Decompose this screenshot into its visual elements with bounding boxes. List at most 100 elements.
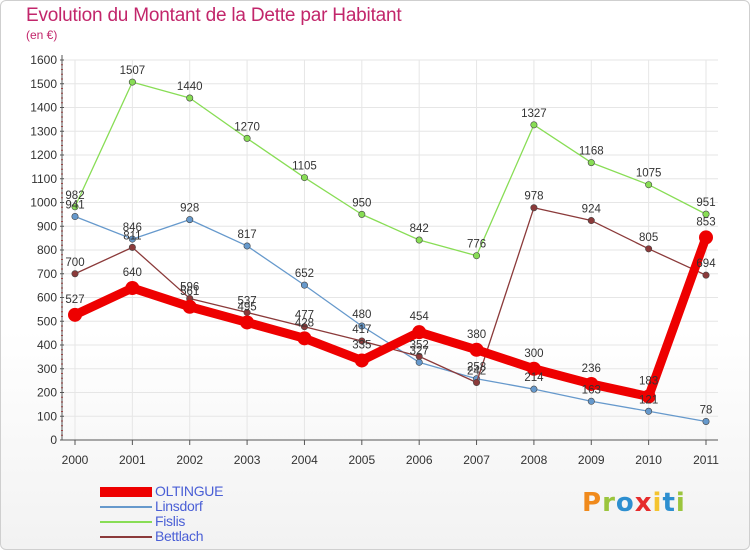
data-label-bettlach: 477 bbox=[295, 310, 314, 322]
y-tick-label: 800 bbox=[37, 243, 57, 257]
series-line-fislis bbox=[74, 81, 707, 257]
data-label-linsdorf: 846 bbox=[123, 222, 142, 234]
data-label-oltingue: 495 bbox=[237, 301, 256, 313]
data-point-oltingue bbox=[699, 230, 713, 245]
data-label-oltingue: 454 bbox=[410, 311, 430, 323]
chart-title: Evolution du Montant de la Dette par Hab… bbox=[26, 5, 402, 26]
logo-letter: i bbox=[675, 488, 686, 518]
data-point-fislis bbox=[186, 94, 194, 102]
x-tick-label: 2003 bbox=[234, 453, 261, 467]
data-point-bettlach bbox=[587, 217, 595, 225]
y-tick-label: 1000 bbox=[30, 196, 57, 210]
data-label-bettlach: 352 bbox=[410, 339, 429, 351]
legend-label-fislis: Fislis bbox=[155, 513, 186, 529]
x-tick-label: 2007 bbox=[463, 453, 490, 467]
data-label-fislis: 950 bbox=[352, 197, 371, 209]
data-label-linsdorf: 941 bbox=[65, 200, 84, 212]
data-label-bettlach: 700 bbox=[65, 257, 84, 269]
data-label-fislis: 951 bbox=[696, 197, 715, 209]
data-label-oltingue: 335 bbox=[352, 339, 371, 351]
data-point-linsdorf bbox=[587, 397, 595, 405]
y-tick-label: 900 bbox=[37, 219, 57, 233]
x-tick-label: 2009 bbox=[578, 453, 605, 467]
data-point-linsdorf bbox=[71, 213, 79, 221]
y-tick-label: 500 bbox=[37, 314, 57, 328]
data-label-bettlach: 242 bbox=[467, 366, 486, 378]
data-point-linsdorf bbox=[186, 216, 194, 224]
data-point-linsdorf bbox=[243, 242, 251, 250]
x-tick-label: 2006 bbox=[406, 453, 433, 467]
data-label-bettlach: 694 bbox=[696, 258, 716, 270]
data-label-fislis: 1075 bbox=[636, 168, 662, 180]
y-tick-label: 200 bbox=[37, 386, 57, 400]
data-point-fislis bbox=[415, 236, 423, 244]
data-point-oltingue bbox=[68, 307, 82, 322]
legend-label-bettlach: Bettlach bbox=[155, 528, 204, 544]
logo-letter: i bbox=[652, 488, 663, 518]
data-label-linsdorf: 258 bbox=[467, 362, 486, 374]
data-labels: 941 846 928 817 652 480 327 258 214 163 121 78 982 15… bbox=[65, 65, 716, 416]
logo-letter: P bbox=[582, 488, 603, 518]
data-point-bettlach bbox=[71, 270, 79, 278]
y-tick-label: 100 bbox=[37, 409, 57, 423]
data-point-fislis bbox=[645, 181, 653, 189]
data-label-bettlach: 417 bbox=[352, 324, 371, 336]
data-point-oltingue bbox=[297, 331, 312, 346]
data-label-bettlach: 596 bbox=[180, 281, 199, 293]
legend-swatch-bettlach bbox=[100, 536, 152, 538]
data-point-oltingue bbox=[354, 353, 369, 368]
data-label-linsdorf: 214 bbox=[524, 372, 544, 384]
data-label-fislis: 1507 bbox=[120, 65, 146, 77]
data-label-linsdorf: 163 bbox=[582, 384, 601, 396]
y-tick-label: 1400 bbox=[30, 101, 57, 115]
data-label-fislis: 982 bbox=[65, 190, 84, 202]
data-label-linsdorf: 327 bbox=[410, 345, 429, 357]
data-label-fislis: 1327 bbox=[521, 108, 547, 120]
y-tick-label: 700 bbox=[37, 267, 57, 281]
proxiti-logo: Proxiti bbox=[582, 488, 686, 518]
data-label-oltingue: 640 bbox=[123, 267, 142, 279]
y-tick-label: 0 bbox=[50, 433, 57, 447]
data-point-fislis bbox=[71, 203, 79, 211]
data-point-oltingue bbox=[469, 342, 484, 357]
legend-swatch-oltingue bbox=[100, 487, 152, 497]
x-tick-label: 2011 bbox=[693, 453, 719, 467]
data-label-oltingue: 183 bbox=[639, 376, 658, 388]
data-label-oltingue: 853 bbox=[696, 216, 715, 228]
logo-letter: o bbox=[615, 488, 635, 518]
legend-label-oltingue: OLTINGUE bbox=[155, 483, 224, 499]
series-lines bbox=[68, 78, 713, 425]
data-point-oltingue bbox=[526, 361, 541, 376]
legend-swatch-linsdorf bbox=[100, 506, 152, 508]
y-tick-label: 1200 bbox=[30, 148, 57, 162]
data-label-fislis: 842 bbox=[410, 223, 429, 235]
data-label-oltingue: 561 bbox=[180, 286, 199, 298]
legend-swatch-fislis bbox=[100, 521, 152, 523]
data-point-linsdorf bbox=[358, 322, 366, 330]
legend-label-linsdorf: Linsdorf bbox=[155, 498, 203, 514]
data-label-linsdorf: 652 bbox=[295, 268, 314, 280]
data-label-bettlach: 537 bbox=[237, 295, 256, 307]
data-point-linsdorf bbox=[645, 407, 653, 415]
x-tick-label: 2002 bbox=[176, 453, 203, 467]
data-point-fislis bbox=[702, 210, 710, 218]
data-point-oltingue bbox=[641, 389, 656, 404]
data-label-bettlach: 978 bbox=[524, 191, 543, 203]
x-tick-label: 2010 bbox=[635, 453, 662, 467]
data-label-oltingue: 428 bbox=[295, 317, 314, 329]
y-tick-label: 1100 bbox=[31, 172, 57, 186]
y-tick-label: 1600 bbox=[30, 53, 57, 67]
chart-unit: (en €) bbox=[26, 28, 58, 42]
data-point-fislis bbox=[300, 174, 308, 182]
data-point-fislis bbox=[243, 134, 251, 142]
data-label-fislis: 776 bbox=[467, 239, 486, 251]
x-tick-label: 2005 bbox=[348, 453, 375, 467]
x-tick-label: 2001 bbox=[119, 453, 146, 467]
y-tick-label: 400 bbox=[37, 338, 57, 352]
data-point-linsdorf bbox=[530, 385, 538, 393]
data-point-fislis bbox=[587, 159, 595, 167]
data-point-bettlach bbox=[473, 379, 481, 387]
data-label-bettlach: 805 bbox=[639, 232, 658, 244]
data-point-oltingue bbox=[182, 299, 197, 314]
